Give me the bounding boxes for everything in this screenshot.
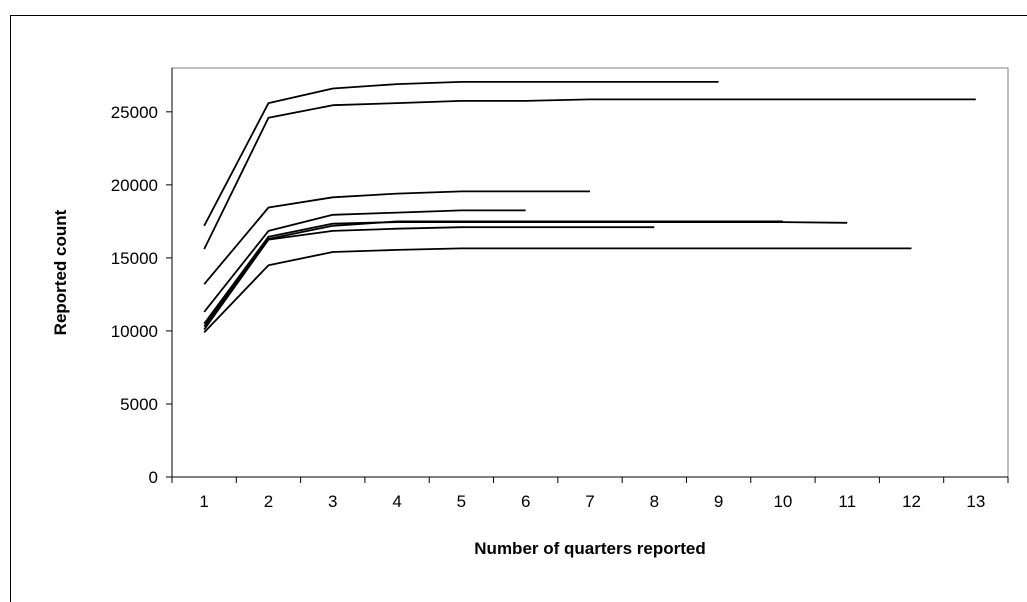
x-tick-label: 4	[392, 492, 401, 511]
y-tick-label: 20000	[111, 176, 158, 195]
x-tick-label: 8	[650, 492, 659, 511]
y-tick-label: 25000	[111, 103, 158, 122]
x-tick-label: 6	[521, 492, 530, 511]
series-layer	[203, 81, 976, 334]
x-tick-label: 3	[328, 492, 337, 511]
y-tick-label: 5000	[120, 395, 158, 414]
series-line-8	[203, 247, 912, 334]
y-tick-label: 10000	[111, 322, 158, 341]
x-axis-title: Number of quarters reported	[474, 539, 705, 558]
x-tick-label: 2	[264, 492, 273, 511]
series-line-3	[203, 190, 590, 285]
series-line-7	[203, 226, 655, 331]
y-tick-label: 0	[149, 468, 158, 487]
plot-area	[171, 67, 1009, 478]
series-line-2	[203, 98, 976, 250]
plot-border	[171, 67, 1009, 478]
series-line-1	[203, 81, 719, 227]
series-line-6	[203, 220, 783, 328]
x-tick-label: 13	[966, 492, 985, 511]
y-axis-title: Reported count	[51, 209, 70, 335]
x-tick-label: 7	[585, 492, 594, 511]
x-tick-label: 12	[902, 492, 921, 511]
x-tick-label: 11	[838, 492, 856, 511]
y-tick-label: 15000	[111, 249, 158, 268]
x-tick-label: 9	[714, 492, 723, 511]
chart-frame	[10, 15, 1027, 602]
x-tick-label: 10	[773, 492, 792, 511]
series-line-4	[203, 209, 526, 313]
x-tick-label: 5	[457, 492, 466, 511]
series-line-5	[203, 221, 848, 325]
x-tick-label: 1	[199, 492, 208, 511]
